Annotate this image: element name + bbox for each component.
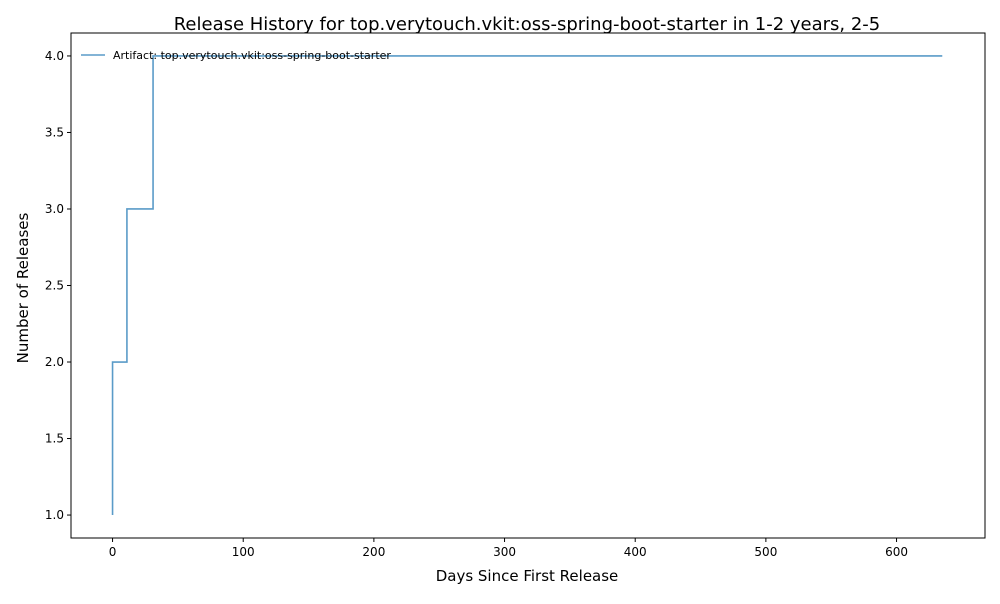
series-line	[111, 55, 943, 516]
x-tick-label: 200	[362, 545, 385, 559]
x-tick-label: 400	[624, 545, 647, 559]
y-tick-label: 1.5	[45, 432, 64, 446]
x-tick-label: 500	[754, 545, 777, 559]
plot-frame	[70, 32, 986, 539]
y-tick-label: 3.5	[45, 125, 64, 139]
y-tick-label: 3.0	[45, 202, 64, 216]
y-tick-label: 2.5	[45, 279, 64, 293]
y-axis-ticks: 1.0 1.5 2.0 2.5 3.0 3.5 4.0	[45, 49, 71, 522]
x-tick-label: 100	[232, 545, 255, 559]
y-tick-label: 2.0	[45, 355, 64, 369]
y-axis-label: Number of Releases	[14, 212, 32, 363]
x-axis-ticks: 0 100 200 300 400 500 600	[109, 538, 908, 559]
legend: Artifact: top.verytouch.vkit:oss-spring-…	[81, 49, 391, 62]
x-axis-label: Days Since First Release	[436, 567, 619, 585]
y-tick-label: 4.0	[45, 49, 64, 63]
chart-title: Release History for top.verytouch.vkit:o…	[174, 14, 881, 35]
x-tick-label: 600	[885, 545, 908, 559]
plot-area	[111, 55, 943, 516]
x-tick-label: 300	[493, 545, 516, 559]
legend-entry-label: Artifact: top.verytouch.vkit:oss-spring-…	[113, 49, 391, 62]
x-tick-label: 0	[109, 545, 117, 559]
y-tick-label: 1.0	[45, 508, 64, 522]
